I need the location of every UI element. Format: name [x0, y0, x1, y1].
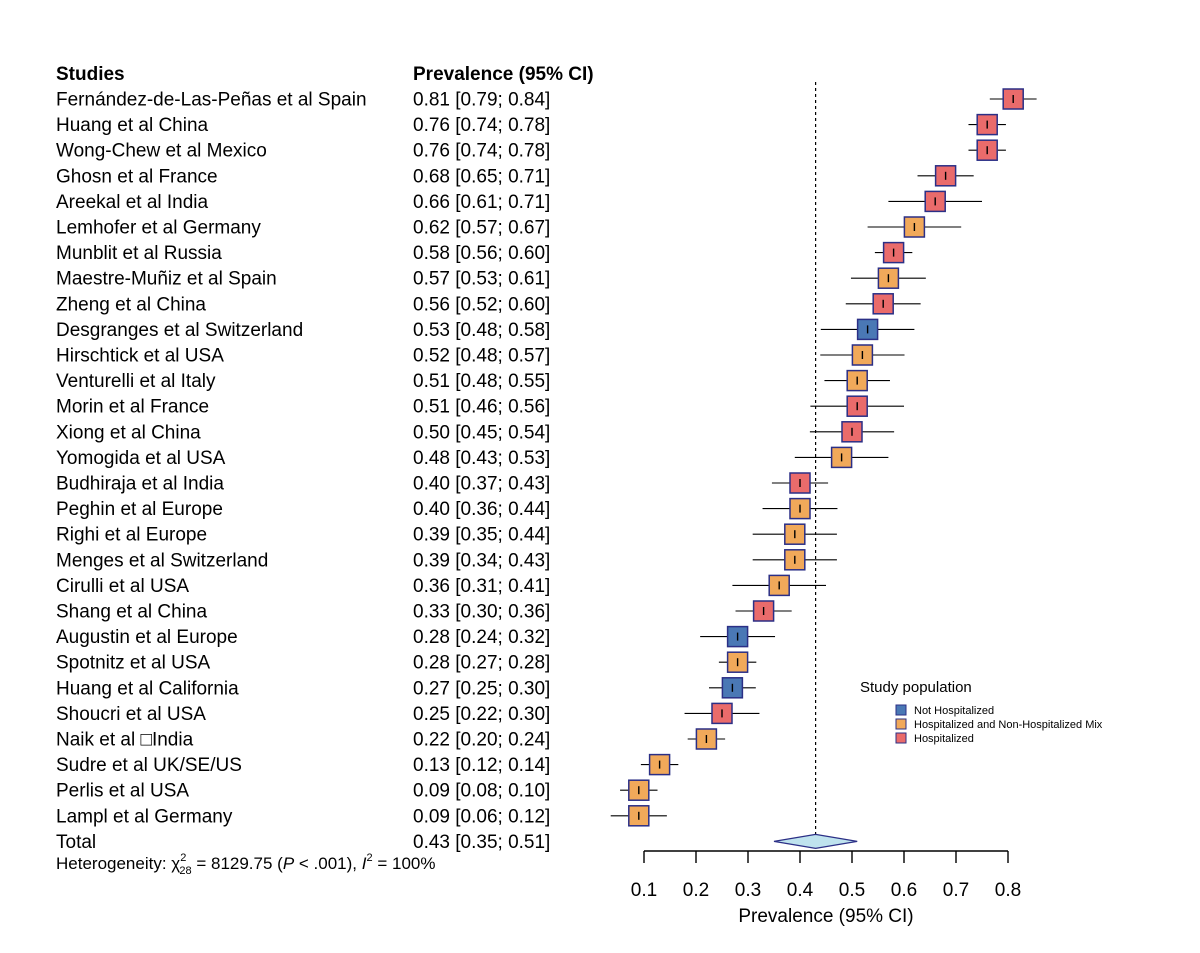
- study-name: Munblit et al Russia: [56, 243, 222, 264]
- legend-item: Hospitalized and Non-Hospitalized Mix: [914, 719, 1103, 731]
- study-ci-label: 0.53 [0.48; 0.58]: [413, 320, 550, 341]
- x-tick-label: 0.6: [891, 880, 917, 901]
- study-ci-label: 0.25 [0.22; 0.30]: [413, 704, 550, 725]
- het-chi-sub: 28: [179, 865, 191, 877]
- het-p: P: [283, 854, 295, 873]
- study-name: Desgranges et al Switzerland: [56, 320, 303, 341]
- het-i-rest: = 100%: [373, 854, 436, 873]
- total-diamond: [773, 833, 858, 850]
- x-tick-label: 0.5: [839, 880, 865, 901]
- study-ci-label: 0.33 [0.30; 0.36]: [413, 602, 550, 623]
- study-ci-label: 0.81 [0.79; 0.84]: [413, 90, 550, 111]
- study-name: Ghosn et al France: [56, 166, 218, 187]
- study-name: Maestre-Muñiz et al Spain: [56, 269, 277, 290]
- study-name: Xiong et al China: [56, 422, 201, 443]
- estimate-ticks: [638, 95, 1014, 820]
- het-prefix: Heterogeneity:: [56, 854, 171, 873]
- legend-swatch: [895, 704, 907, 716]
- study-name: Perlis et al USA: [56, 781, 189, 802]
- study-ci-label: 0.51 [0.48; 0.55]: [413, 371, 550, 392]
- x-tick-label: 0.1: [631, 880, 657, 901]
- total-ci-label: 0.43 [0.35; 0.51]: [413, 832, 550, 853]
- study-name: Naik et al □India: [56, 730, 194, 751]
- study-name: Morin et al France: [56, 397, 209, 418]
- study-name: Wong-Chew et al Mexico: [56, 141, 267, 162]
- study-ci-label: 0.28 [0.27; 0.28]: [413, 653, 550, 674]
- study-ci-label: 0.36 [0.31; 0.41]: [413, 576, 550, 597]
- study-name: Augustin et al Europe: [56, 627, 238, 648]
- study-ci-label: 0.09 [0.08; 0.10]: [413, 781, 550, 802]
- study-name: Spotnitz et al USA: [56, 653, 211, 674]
- study-ci-label: 0.52 [0.48; 0.57]: [413, 346, 550, 367]
- study-ci-label: 0.76 [0.74; 0.78]: [413, 141, 550, 162]
- legend: Study population Not Hospitalized Hospita…: [860, 679, 1103, 745]
- study-ci-label: 0.57 [0.53; 0.61]: [413, 269, 550, 290]
- study-ci-label: 0.40 [0.36; 0.44]: [413, 499, 550, 520]
- x-tick-label: 0.4: [787, 880, 814, 901]
- study-name: Cirulli et al USA: [56, 576, 189, 597]
- het-mid: = 8129.75 (: [192, 854, 284, 873]
- study-ci-label: 0.13 [0.12; 0.14]: [413, 755, 550, 776]
- het-chi: χ: [171, 854, 180, 873]
- legend-swatch: [895, 732, 907, 744]
- het-chi-sup: 2: [180, 852, 186, 864]
- legend-swatch: [895, 718, 907, 730]
- study-name: Venturelli et al Italy: [56, 371, 216, 392]
- study-names: Fernández-de-Las-Peñas et al Spain Huang …: [56, 90, 367, 853]
- study-name: Lemhofer et al Germany: [56, 218, 261, 239]
- study-ci-label: 0.58 [0.56; 0.60]: [413, 243, 550, 264]
- prevalence-header: Prevalence (95% CI): [413, 64, 594, 85]
- study-ci-label: 0.66 [0.61; 0.71]: [413, 192, 550, 213]
- study-ci-label: 0.48 [0.43; 0.53]: [413, 448, 550, 469]
- heterogeneity-stats: Heterogeneity: χ2 28 = 8129.75 (P < .001)…: [56, 852, 435, 877]
- study-name: Zheng et al China: [56, 294, 206, 315]
- het-i-sup: 2: [366, 852, 372, 864]
- study-ci-label: 0.28 [0.24; 0.32]: [413, 627, 550, 648]
- het-i: I: [362, 854, 367, 873]
- studies-header: Studies: [56, 64, 125, 85]
- study-ci-label: 0.22 [0.20; 0.24]: [413, 730, 550, 751]
- het-p-rest: < .001),: [294, 854, 362, 873]
- study-ci-label: 0.27 [0.25; 0.30]: [413, 678, 550, 699]
- study-name: Shoucri et al USA: [56, 704, 206, 725]
- legend-title: Study population: [860, 679, 972, 696]
- study-ci-label: 0.40 [0.37; 0.43]: [413, 474, 550, 495]
- total-name: Total: [56, 832, 96, 853]
- study-name: Budhiraja et al India: [56, 474, 224, 495]
- study-name: Righi et al Europe: [56, 525, 207, 546]
- legend-item: Not Hospitalized: [914, 705, 994, 717]
- study-name: Huang et al California: [56, 678, 239, 699]
- study-ci-label: 0.76 [0.74; 0.78]: [413, 115, 550, 136]
- legend-item: Hospitalized: [914, 733, 974, 745]
- study-name: Sudre et al UK/SE/US: [56, 755, 242, 776]
- study-name: Huang et al China: [56, 115, 209, 136]
- study-ci-label: 0.56 [0.52; 0.60]: [413, 294, 550, 315]
- study-ci-label: 0.39 [0.34; 0.43]: [413, 550, 550, 571]
- study-ci-label: 0.50 [0.45; 0.54]: [413, 422, 550, 443]
- x-tick-label: 0.2: [683, 880, 709, 901]
- study-ci-label: 0.39 [0.35; 0.44]: [413, 525, 550, 546]
- study-name: Areekal et al India: [56, 192, 209, 213]
- study-name: Menges et al Switzerland: [56, 550, 268, 571]
- x-tick-label: 0.7: [943, 880, 969, 901]
- x-axis: 0.1 0.2 0.3 0.4 0.5 0.6 0.7 0.8: [631, 850, 1021, 901]
- x-tick-label: 0.8: [995, 880, 1021, 901]
- study-name: Shang et al China: [56, 602, 207, 623]
- study-ci-label: 0.62 [0.57; 0.67]: [413, 218, 550, 239]
- x-tick-label: 0.3: [735, 880, 761, 901]
- study-name: Yomogida et al USA: [56, 448, 226, 469]
- study-ci-label: 0.68 [0.65; 0.71]: [413, 166, 550, 187]
- study-ci-label: 0.51 [0.46; 0.56]: [413, 397, 550, 418]
- study-name: Peghin et al Europe: [56, 499, 223, 520]
- study-name: Fernández-de-Las-Peñas et al Spain: [56, 90, 367, 111]
- study-name: Hirschtick et al USA: [56, 346, 224, 367]
- x-axis-label: Prevalence (95% CI): [738, 906, 913, 927]
- study-ci-label: 0.09 [0.06; 0.12]: [413, 806, 550, 827]
- study-ci-labels: 0.81 [0.79; 0.84] 0.76 [0.74; 0.78] 0.76 […: [413, 90, 550, 853]
- study-name: Lampl et al Germany: [56, 806, 233, 827]
